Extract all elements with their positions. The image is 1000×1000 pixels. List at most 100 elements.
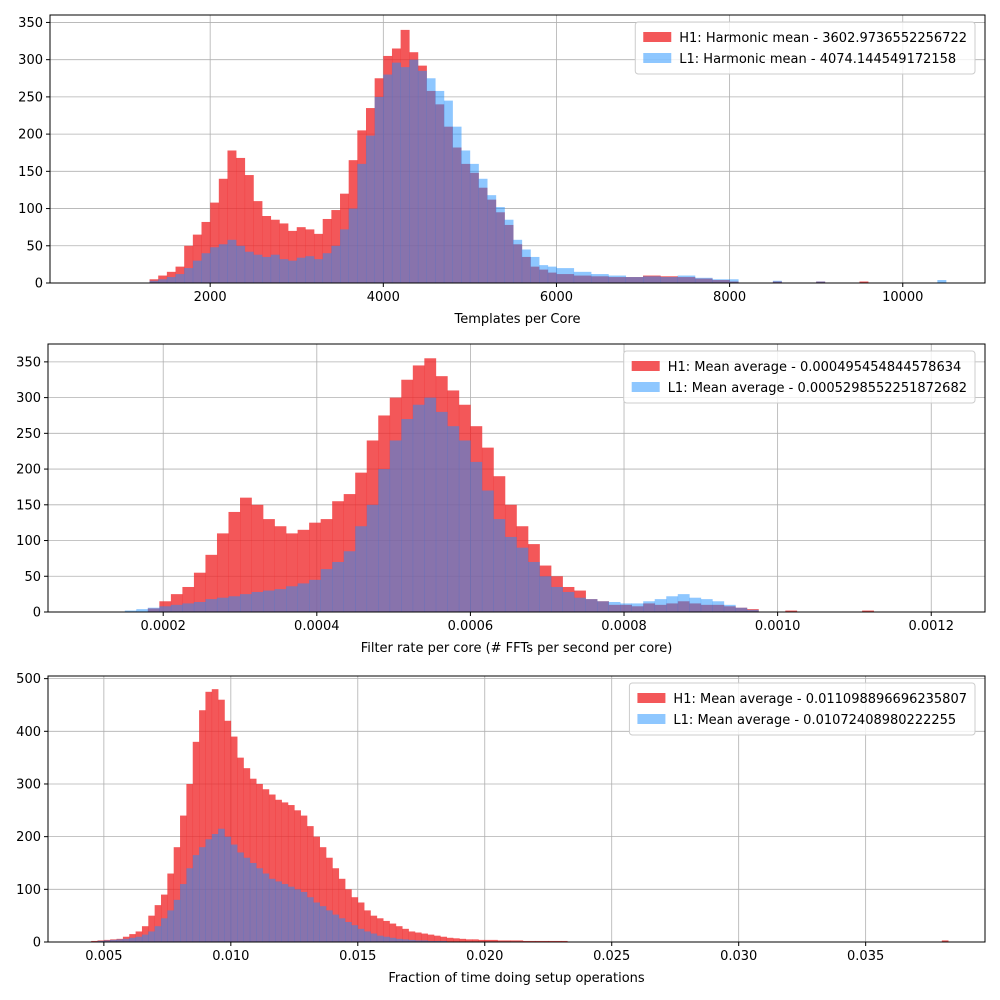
histogram-bar: [591, 274, 609, 283]
histogram-bar: [287, 805, 295, 942]
histogram-bar: [268, 794, 276, 942]
histogram-bar: [427, 934, 435, 942]
histogram-bar: [141, 926, 149, 942]
histogram-bar: [528, 561, 540, 612]
histogram-bar: [364, 931, 371, 942]
histogram-bar: [184, 245, 194, 283]
histogram-bar: [389, 440, 402, 612]
x-tick-label: 4000: [367, 290, 400, 305]
histogram-bar: [149, 280, 159, 283]
histogram-bar: [700, 599, 713, 612]
histogram-bar: [192, 260, 202, 283]
x-tick-label: 8000: [713, 290, 746, 305]
histogram-bar: [694, 277, 713, 283]
histogram-bar: [409, 59, 419, 283]
histogram-bar: [401, 419, 414, 612]
histogram-bar: [332, 561, 344, 612]
histogram-bar: [937, 280, 947, 283]
histogram-bar: [244, 251, 254, 283]
histogram-bar: [268, 878, 276, 942]
histogram-bar: [184, 268, 194, 283]
histogram-bar: [240, 594, 252, 612]
x-tick-label: 0.025: [593, 949, 630, 964]
histogram-bar: [243, 768, 251, 942]
histogram-bar: [400, 67, 410, 283]
histogram-bar: [228, 511, 241, 612]
x-tick-label: 0.010: [212, 949, 249, 964]
histogram-bar: [319, 847, 327, 942]
y-tick-label: 200: [16, 463, 41, 478]
histogram-bar: [173, 899, 181, 942]
histogram-bar: [141, 934, 149, 942]
histogram-bar: [216, 597, 229, 612]
histogram-bar: [497, 940, 511, 942]
histogram-bar: [421, 940, 428, 942]
histogram-bar: [562, 591, 575, 612]
histogram-bar: [556, 268, 575, 283]
histogram-bar: [548, 940, 562, 942]
histogram-bar: [309, 522, 321, 612]
histogram-bar: [357, 163, 367, 283]
histogram-bar: [122, 938, 130, 942]
histogram-bar: [103, 940, 111, 942]
histogram-bar: [192, 234, 202, 283]
histogram-bar: [262, 216, 272, 283]
histogram-bar: [148, 931, 155, 942]
histogram-bar: [452, 126, 462, 284]
y-tick-label: 250: [18, 90, 43, 105]
histogram-bar: [262, 873, 270, 942]
x-tick-label: 6000: [540, 290, 573, 305]
histogram-bar: [654, 599, 667, 612]
histogram-bar: [625, 277, 644, 283]
histogram-bar: [453, 938, 460, 942]
histogram-bar: [712, 279, 730, 283]
histogram-bar: [281, 802, 289, 942]
histogram-bar: [459, 938, 467, 942]
histogram-bar: [305, 256, 315, 283]
histogram-bar: [426, 78, 436, 284]
histogram-bar: [326, 910, 333, 942]
histogram-bar: [421, 933, 428, 942]
histogram-bar: [484, 939, 498, 942]
histogram-bar: [332, 501, 344, 612]
histogram-bar: [154, 905, 162, 942]
histogram-bar: [218, 699, 225, 942]
x-tick-label: 0.0004: [294, 619, 340, 634]
series-l1: [149, 59, 947, 284]
legend-label-l1: L1: Harmonic mean - 4074.144549172158: [679, 52, 956, 67]
histogram-bar: [275, 881, 282, 942]
histogram-bar: [585, 599, 598, 612]
histogram-bar: [443, 100, 453, 283]
histogram-bar: [279, 223, 289, 283]
histogram-bar: [199, 847, 206, 942]
histogram-bar: [110, 939, 117, 942]
histogram-bar: [263, 590, 275, 612]
histogram-bar: [343, 551, 356, 612]
y-tick-label: 100: [16, 883, 41, 898]
histogram-bar: [859, 281, 869, 283]
histogram-bar: [227, 239, 237, 283]
histogram-bar: [547, 266, 557, 283]
histogram-bar: [297, 529, 310, 612]
histogram-bar: [389, 923, 397, 942]
y-tick-label: 500: [16, 672, 41, 687]
histogram-bar: [395, 926, 403, 942]
histogram-bar: [249, 778, 257, 942]
y-tick-label: 100: [18, 202, 43, 217]
x-tick-label: 0.035: [847, 949, 884, 964]
histogram-bar: [262, 256, 272, 283]
histogram-bar: [193, 572, 206, 612]
histogram-bar: [294, 889, 301, 942]
histogram-bar: [383, 74, 393, 283]
histogram-bar: [180, 815, 187, 942]
histogram-bar: [135, 936, 143, 942]
legend-label-h1: H1: Harmonic mean - 3602.9736552256722: [679, 31, 967, 46]
y-tick-label: 50: [24, 570, 41, 585]
histogram-bar: [395, 938, 403, 942]
histogram-bar: [160, 918, 168, 942]
histogram-bar: [402, 939, 409, 942]
histogram-bar: [314, 233, 324, 283]
histogram-bar: [205, 554, 218, 612]
histogram-bar: [309, 579, 321, 612]
